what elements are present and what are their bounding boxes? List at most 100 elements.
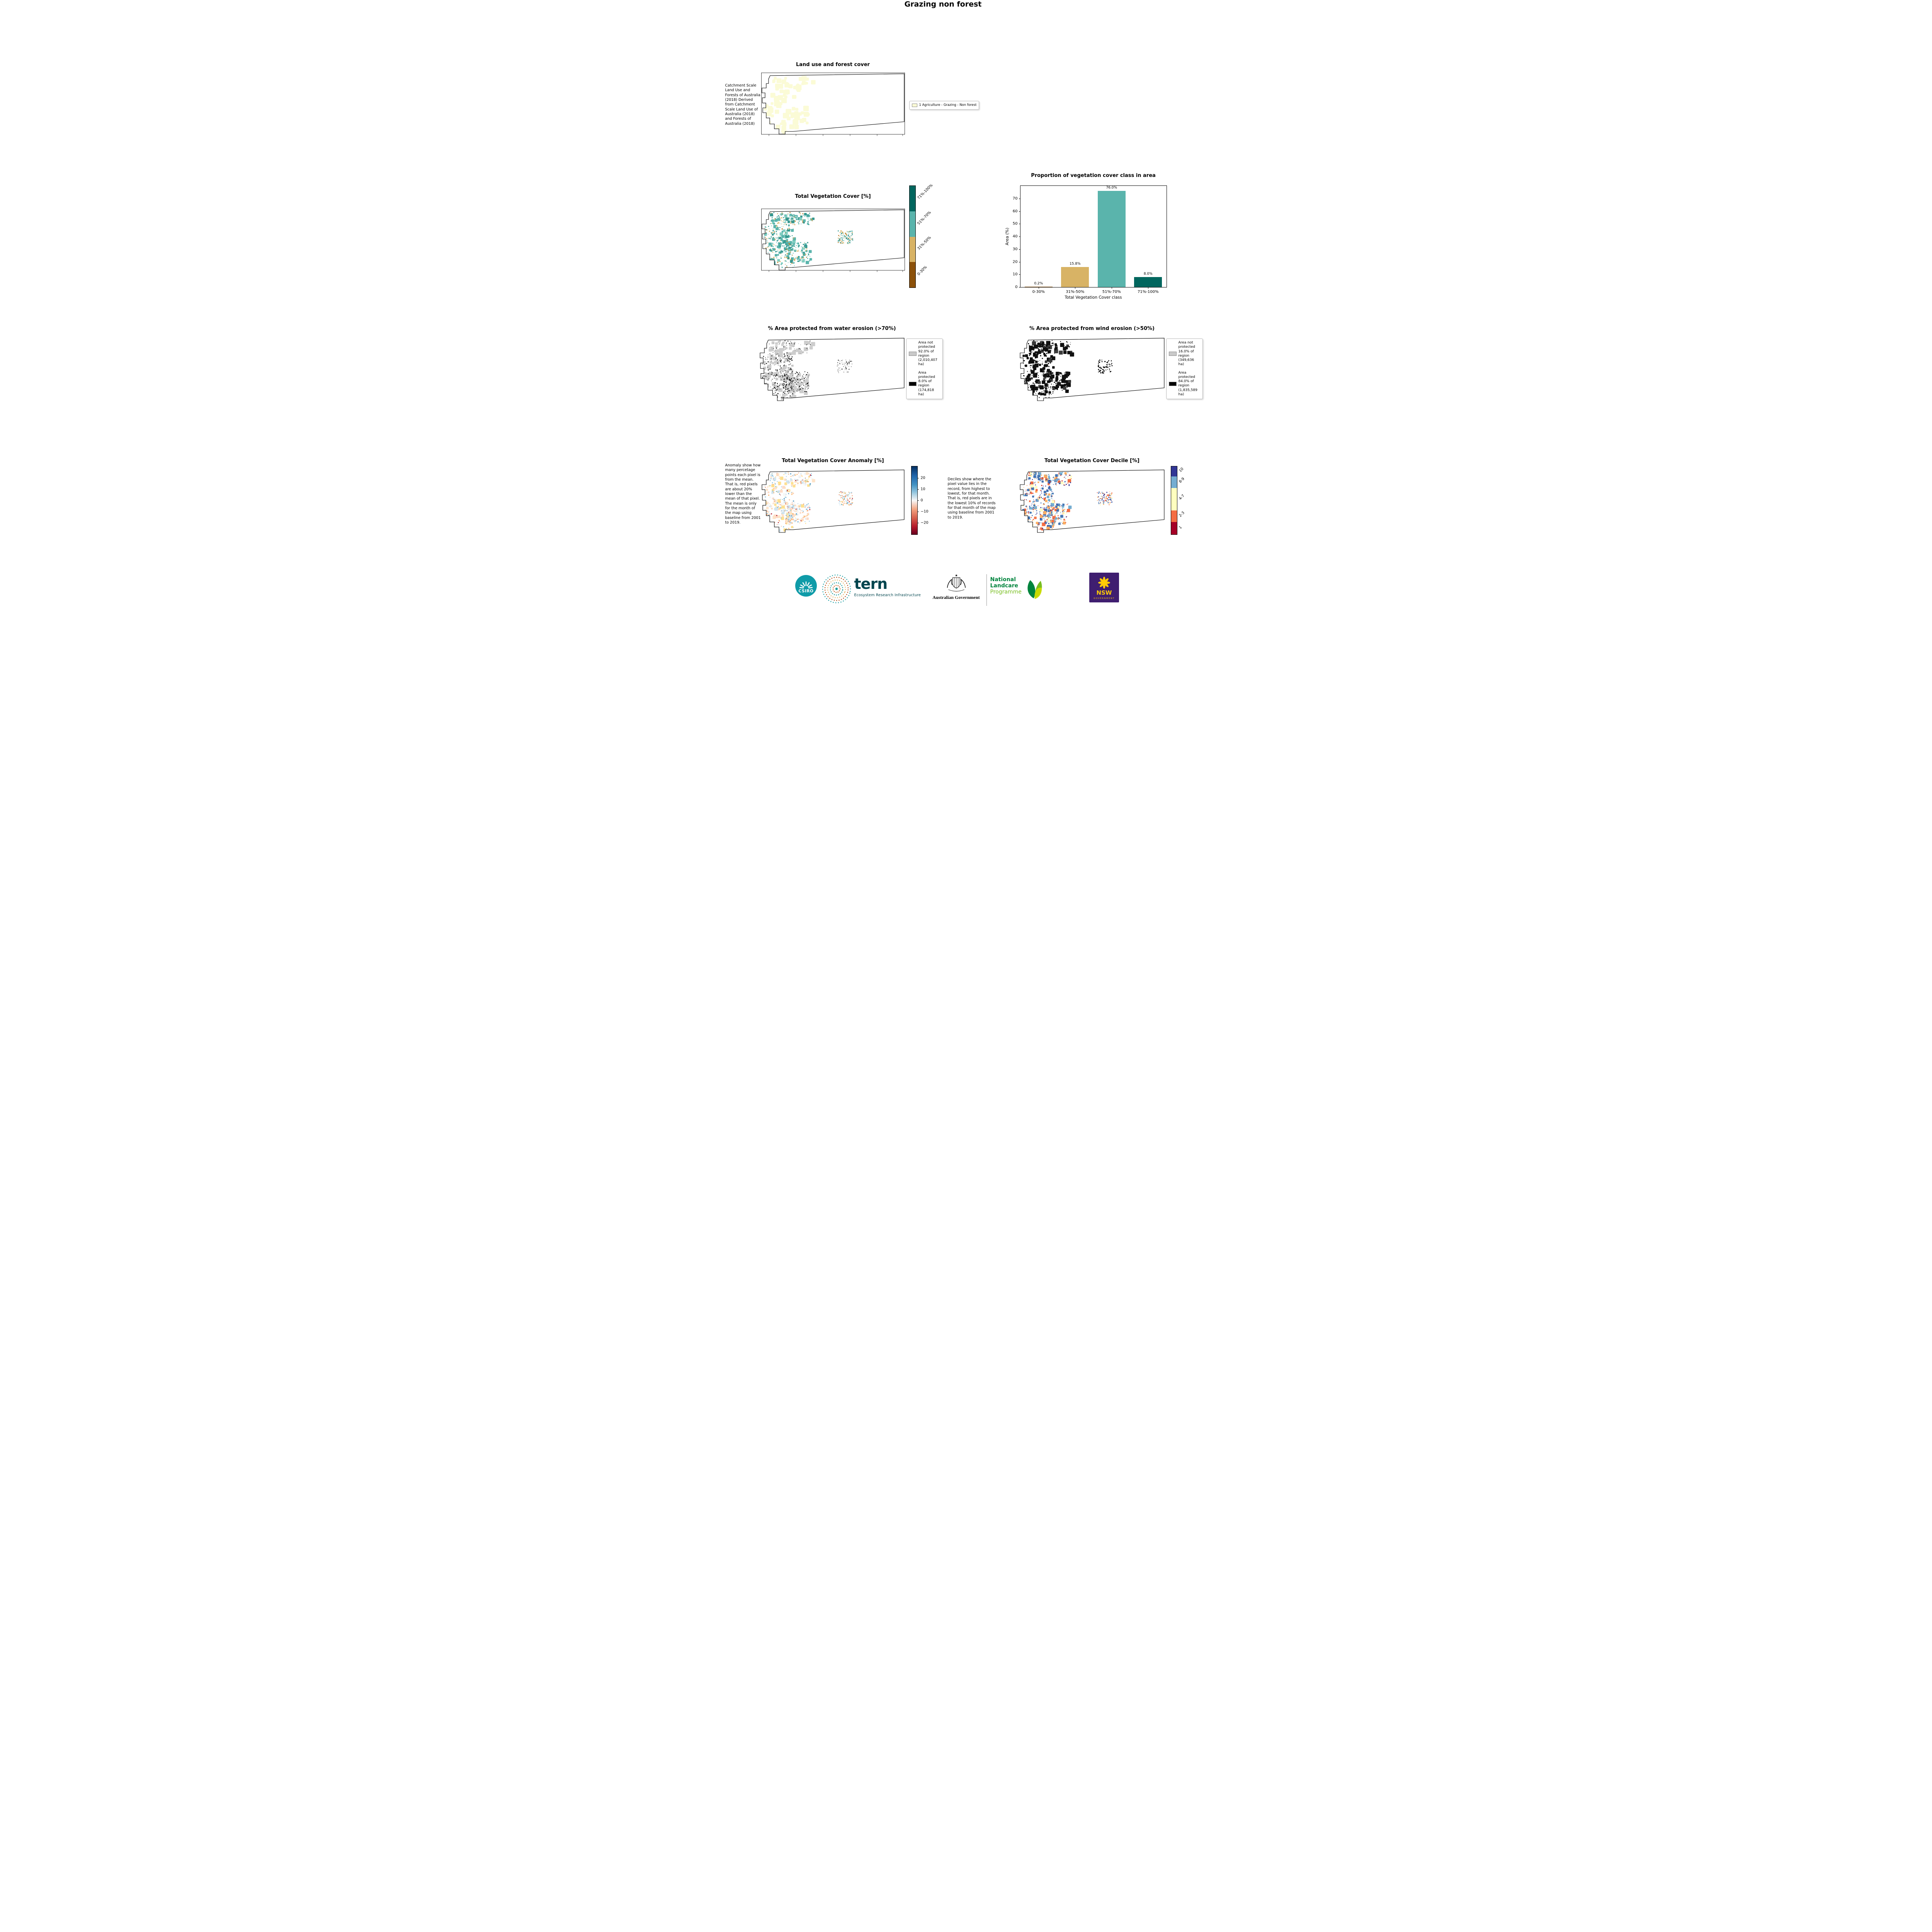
colorbar-tick (917, 489, 919, 490)
y-axis-label: Area (%) (1005, 228, 1010, 245)
landuse-caption: Catchment Scale Land Use and Forests of … (725, 83, 760, 126)
bar-51%-70% (1097, 191, 1126, 287)
nsw-government-logo: NSW GOVERNMENT (1089, 573, 1119, 602)
bar-value-label: 76.0% (1106, 186, 1117, 190)
legend-entry: Area protected 84.0% of region (1,835,58… (1168, 371, 1200, 397)
anomaly-colorbar: 20 10 0 −10 −20 (911, 466, 929, 535)
legend-label: Area protected 84.0% of region (1,835,58… (1178, 371, 1197, 396)
nsw-government-wordmark: GOVERNMENT (1094, 597, 1115, 600)
y-tick (1019, 211, 1020, 212)
aboriginal-dot-art-icon (822, 573, 851, 604)
y-tick-label: 70 (1012, 196, 1018, 201)
legend-entry: Area not protected 92.0% of region (2,01… (908, 341, 940, 367)
landcare-word-programme: Programme (990, 589, 1022, 595)
bar-value-label: 15.8% (1069, 262, 1081, 266)
bar-value-label: 8.0% (1143, 272, 1153, 276)
legend-swatch (1168, 381, 1177, 386)
australian-government-wordmark: Australian Government (932, 595, 980, 600)
tern-tagline: Ecosystem Research Infrastructure (854, 593, 921, 598)
colorbar-tick-label: −20 (920, 520, 929, 525)
region-outline (1019, 338, 1165, 401)
legend-label: 1 Agriculture - Grazing - Non forest (919, 103, 977, 107)
colorbar-segment (1171, 466, 1177, 477)
colorbar-segment (909, 262, 915, 287)
x-tick-label: 0-30% (1032, 290, 1045, 294)
x-tick-label: 51%-70% (1102, 290, 1121, 294)
colorbar-segment (909, 211, 915, 237)
landuse-map (761, 73, 905, 136)
axes-frame (761, 73, 905, 134)
colorbar-label: 71%-100% (916, 183, 934, 201)
landcare-word-national: National (990, 577, 1016, 583)
colorbar-label: 8-9 (1178, 476, 1185, 484)
national-landcare-logo: National Landcare Programme (990, 577, 1046, 601)
tern-wordmark: tern (854, 575, 888, 592)
colorbar-segment (1171, 476, 1177, 488)
landcare-word-landcare: Landcare (990, 583, 1019, 589)
y-tick (1019, 274, 1020, 275)
anomaly-caption: Anomaly show how many percetage points e… (725, 463, 761, 525)
y-tick-label: 30 (1012, 247, 1018, 252)
water-erosion-map-canvas (759, 338, 905, 401)
wind-erosion-panel-title: % Area protected from wind erosion (>50%… (1029, 326, 1155, 332)
tern-logo: tern Ecosystem Research Infrastructure (854, 577, 921, 597)
decile-caption: Deciles show where the pixel value lies … (947, 477, 996, 520)
map-pixels (764, 76, 816, 134)
tvc-colorbar: 71%-100% 51%-70% 31%-50% 0-30% (909, 183, 934, 288)
waratah-icon (1098, 577, 1110, 589)
water-erosion-map (759, 337, 905, 401)
y-tick-label: 60 (1012, 209, 1018, 213)
wind-erosion-map (1019, 337, 1165, 401)
footer-divider (986, 574, 987, 606)
region-outline (761, 209, 905, 270)
y-tick-label: 40 (1012, 234, 1018, 239)
colorbar-tick (917, 500, 919, 501)
y-tick (1019, 249, 1020, 250)
tvc-map-canvas (761, 209, 905, 272)
landuse-legend: 1 Agriculture - Grazing - Non forest (909, 101, 980, 110)
y-tick-label: 20 (1012, 260, 1018, 264)
csiro-logo-icon: CSIRO (795, 575, 817, 597)
anomaly-panel-title: Total Vegetation Cover Anomaly [%] (782, 458, 884, 464)
tvc-map-panel-title: Total Vegetation Cover [%] (795, 194, 871, 199)
map-pixels (1022, 340, 1112, 398)
csiro-logo: CSIRO (795, 575, 817, 597)
legend-label: Area not protected 92.0% of region (2,01… (918, 341, 937, 367)
map-pixels (761, 340, 852, 401)
australian-government-logo: ★ Australian Government (931, 573, 982, 600)
legend-label: Area protected 8.0% of region (174,818 h… (918, 371, 935, 396)
decile-map (1019, 469, 1165, 533)
csiro-wordmark: CSIRO (798, 589, 813, 594)
water-erosion-panel-title: % Area protected from water erosion (>70… (768, 326, 896, 332)
map-pixels (1021, 472, 1113, 531)
colorbar-tick-label: −10 (920, 509, 929, 514)
x-tick-label: 71%-100% (1138, 290, 1159, 294)
colorbar-tick-label: 0 (920, 498, 923, 503)
tvc-map (761, 209, 905, 272)
colorbar-tick-label: 10 (920, 487, 925, 492)
svg-text:★: ★ (955, 573, 958, 577)
bar-value-label: 0.2% (1034, 282, 1043, 286)
coat-of-arms-icon: ★ (947, 573, 966, 592)
anomaly-map (761, 469, 905, 533)
report-page: Grazing non forest Land use and forest c… (724, 0, 1208, 611)
decile-colorbar: 10 8-9 4-7 2-3 1 (1170, 466, 1185, 535)
colorbar-label: 1 (1178, 525, 1183, 530)
region-outline (761, 469, 905, 533)
colorbar-segment (909, 236, 915, 262)
legend-swatch (912, 103, 917, 107)
y-tick-label: 50 (1012, 221, 1018, 226)
colorbar-segment (1171, 488, 1177, 511)
colorbar-label: 0-30% (916, 265, 928, 277)
region-outline (1019, 469, 1165, 533)
y-tick-label: 0 (1015, 285, 1018, 289)
legend-swatch (1168, 352, 1177, 356)
colorbar-segment (1171, 510, 1177, 522)
bar-71%-100% (1134, 277, 1162, 287)
colorbar-label: 2-3 (1178, 510, 1185, 518)
colorbar-tick-label: 20 (920, 476, 925, 480)
landcare-leaves-icon (1027, 580, 1042, 599)
legend-entry: Area protected 8.0% of region (174,818 h… (908, 371, 940, 397)
wind-erosion-legend: Area not protected 16.0% of region (349,… (1166, 338, 1203, 399)
colorbar-label: 10 (1178, 467, 1184, 473)
